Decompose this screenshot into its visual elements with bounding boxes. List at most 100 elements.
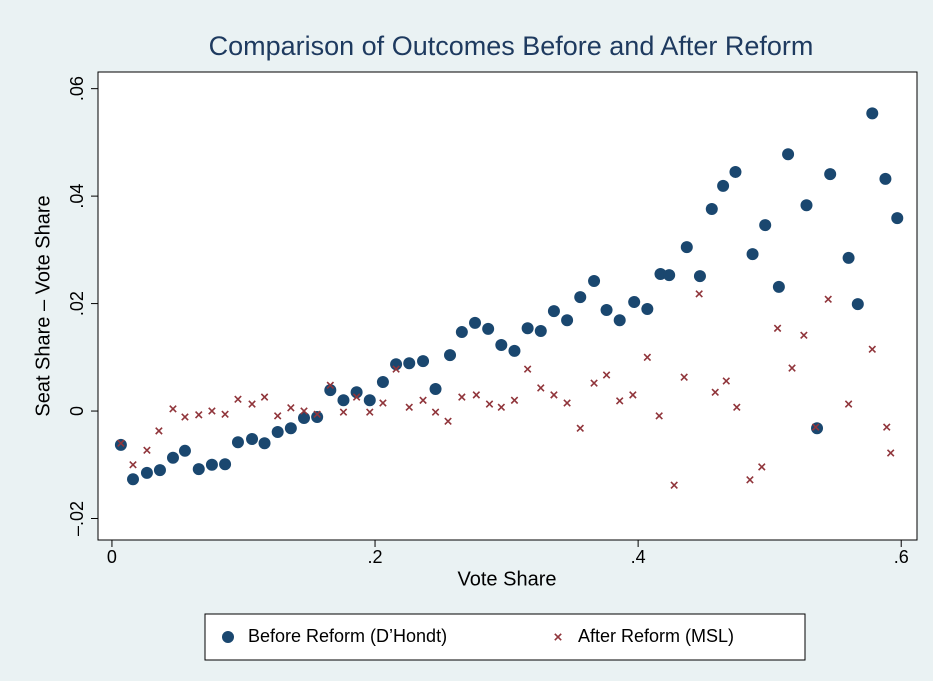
data-point [219, 458, 232, 471]
data-point [248, 400, 256, 408]
data-point [693, 270, 706, 283]
data-point [695, 290, 703, 298]
data-point [628, 295, 641, 308]
data-point [205, 458, 218, 471]
data-point [495, 338, 508, 351]
data-point [590, 379, 598, 387]
y-tick-label: .06 [67, 76, 87, 101]
data-point [574, 291, 587, 304]
data-point [246, 432, 259, 445]
data-point [521, 322, 534, 335]
data-point [352, 393, 361, 401]
legend-marker [554, 633, 562, 641]
data-point [824, 168, 837, 181]
data-point [313, 410, 321, 419]
data-point [497, 403, 506, 412]
data-point [879, 172, 892, 185]
x-tick-label: 0 [107, 547, 117, 567]
legend-label: After Reform (MSL) [578, 626, 734, 646]
data-point [392, 365, 400, 373]
data-point [717, 179, 730, 192]
data-point [273, 412, 282, 420]
data-point [366, 408, 374, 416]
data-point [842, 251, 855, 264]
data-point [844, 400, 853, 408]
data-point [534, 324, 547, 337]
data-point [472, 391, 481, 399]
legend [204, 613, 806, 661]
data-point [324, 384, 337, 397]
data-point [711, 388, 719, 397]
data-point [339, 408, 348, 416]
data-point [417, 355, 430, 368]
y-tick-label: .02 [67, 291, 87, 316]
data-point [297, 412, 310, 425]
x-tick-label: .2 [368, 547, 383, 567]
data-point [444, 349, 457, 362]
data-point [129, 461, 137, 469]
data-point [376, 376, 389, 389]
data-point [629, 391, 637, 399]
data-point [758, 463, 766, 471]
data-point [419, 396, 427, 405]
data-point [508, 344, 521, 357]
data-point [403, 357, 416, 370]
data-point [126, 473, 139, 486]
data-point [181, 413, 189, 421]
data-point [733, 403, 741, 412]
data-point [600, 304, 613, 317]
data-point [663, 269, 676, 282]
data-point [287, 404, 295, 412]
data-point [455, 326, 468, 339]
data-point [178, 444, 191, 457]
data-point [868, 345, 877, 354]
data-point [169, 405, 177, 413]
data-point [221, 410, 229, 419]
data-point [670, 481, 678, 489]
data-point [431, 408, 440, 416]
plot-area [97, 71, 918, 541]
data-point [311, 410, 324, 423]
data-point [117, 439, 125, 448]
x-axis-label: Vote Share [458, 568, 557, 590]
data-point [680, 241, 693, 254]
data-point [705, 203, 718, 216]
data-point [194, 411, 203, 419]
data-point [680, 373, 688, 381]
data-point [523, 365, 532, 373]
data-point [800, 331, 808, 340]
data-point [379, 399, 387, 407]
y-tick-label: .04 [67, 184, 87, 209]
data-point [722, 377, 731, 385]
data-point [643, 353, 652, 362]
data-point [655, 412, 663, 420]
data-point [773, 324, 782, 333]
data-point [851, 298, 864, 311]
data-point [788, 364, 796, 372]
y-axis-label: Seat Share – Vote Share [32, 195, 54, 416]
data-point [231, 436, 244, 449]
data-point [260, 393, 269, 401]
data-point [208, 407, 216, 415]
legend-marker [222, 631, 234, 643]
data-point [811, 423, 820, 431]
data-point [485, 400, 494, 408]
data-point [458, 393, 466, 401]
data-point [510, 396, 519, 405]
data-point [166, 451, 179, 464]
data-point [547, 305, 560, 318]
data-point [469, 316, 482, 329]
data-point [882, 423, 891, 431]
data-point [563, 399, 571, 407]
data-point [588, 275, 601, 288]
data-point [824, 295, 832, 304]
data-point [429, 383, 442, 396]
data-point [550, 391, 558, 399]
data-point [537, 384, 545, 392]
data-point [891, 212, 904, 225]
data-point [284, 422, 297, 435]
data-point [234, 395, 242, 403]
data-point [759, 219, 772, 232]
data-point [140, 466, 153, 479]
